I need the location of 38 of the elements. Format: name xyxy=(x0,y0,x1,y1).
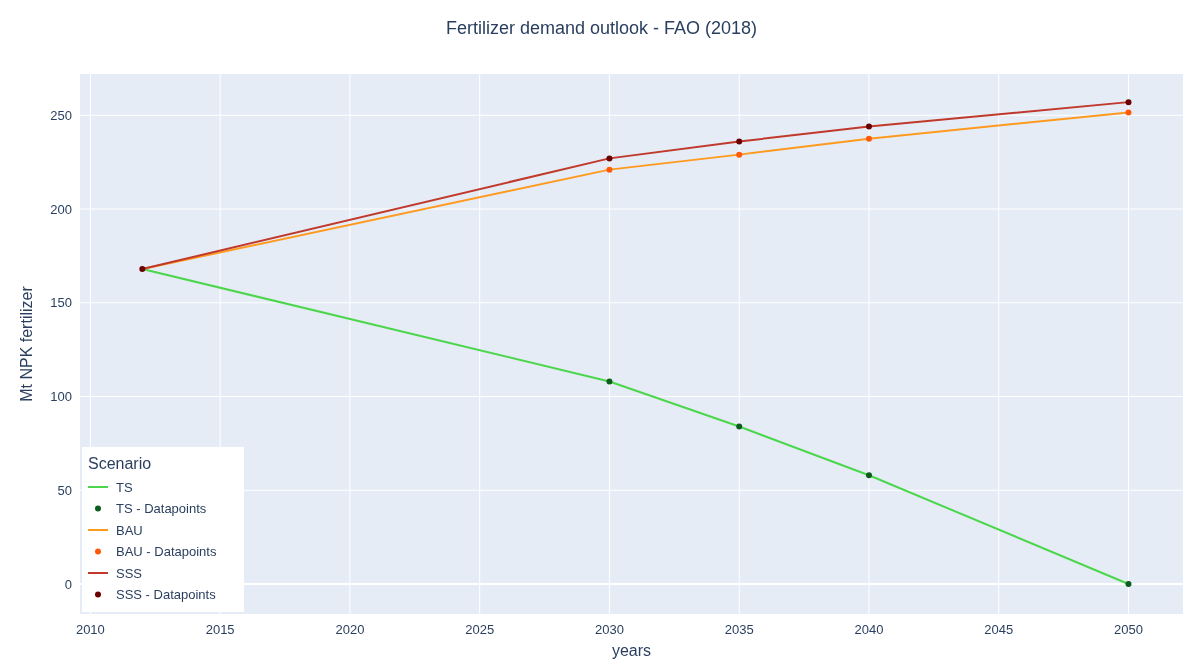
x-tick-label: 2050 xyxy=(1114,622,1143,637)
x-tick-label: 2045 xyxy=(984,622,1014,637)
y-axis-title: Mt NPK fertilizer xyxy=(18,285,35,402)
legend-label: SSS xyxy=(116,565,143,581)
x-tick-label: 2035 xyxy=(724,622,754,637)
chart-title: Fertilizer demand outlook - FAO (2018) xyxy=(445,18,758,38)
point xyxy=(1125,99,1132,106)
point xyxy=(865,123,872,130)
point xyxy=(606,166,613,173)
y-tick-label: 100 xyxy=(50,389,72,405)
point xyxy=(736,151,743,158)
x-tick-label: 2025 xyxy=(465,622,495,637)
y-tick-label: 150 xyxy=(50,295,72,311)
legend-label: BAU xyxy=(116,522,143,538)
point xyxy=(1125,581,1132,587)
y-tick-label: 0 xyxy=(64,576,72,592)
x-tick-label: 2020 xyxy=(335,622,365,637)
point xyxy=(865,472,872,479)
legend-label: BAU - Datapoints xyxy=(116,544,217,560)
point xyxy=(606,155,613,162)
point xyxy=(865,135,872,142)
legend-label: TS - Datapoints xyxy=(116,501,207,517)
point xyxy=(736,138,743,145)
x-tick-label: 2015 xyxy=(205,622,235,637)
x-tick-label: 2040 xyxy=(854,622,884,637)
y-tick-label: 200 xyxy=(50,201,72,217)
x-axis-title: years xyxy=(611,642,652,659)
y-tick-label: 50 xyxy=(57,482,72,498)
point xyxy=(1125,109,1132,116)
legend-label: SSS - Datapoints xyxy=(116,587,217,603)
point xyxy=(606,378,613,385)
x-tick-label: 2030 xyxy=(594,622,624,637)
legend-label: TS xyxy=(116,479,133,495)
legend-title: Scenario xyxy=(88,455,152,472)
point xyxy=(736,423,743,430)
x-tick-label: 2010 xyxy=(75,622,105,637)
point xyxy=(139,266,146,272)
y-tick-label: 250 xyxy=(50,107,72,123)
